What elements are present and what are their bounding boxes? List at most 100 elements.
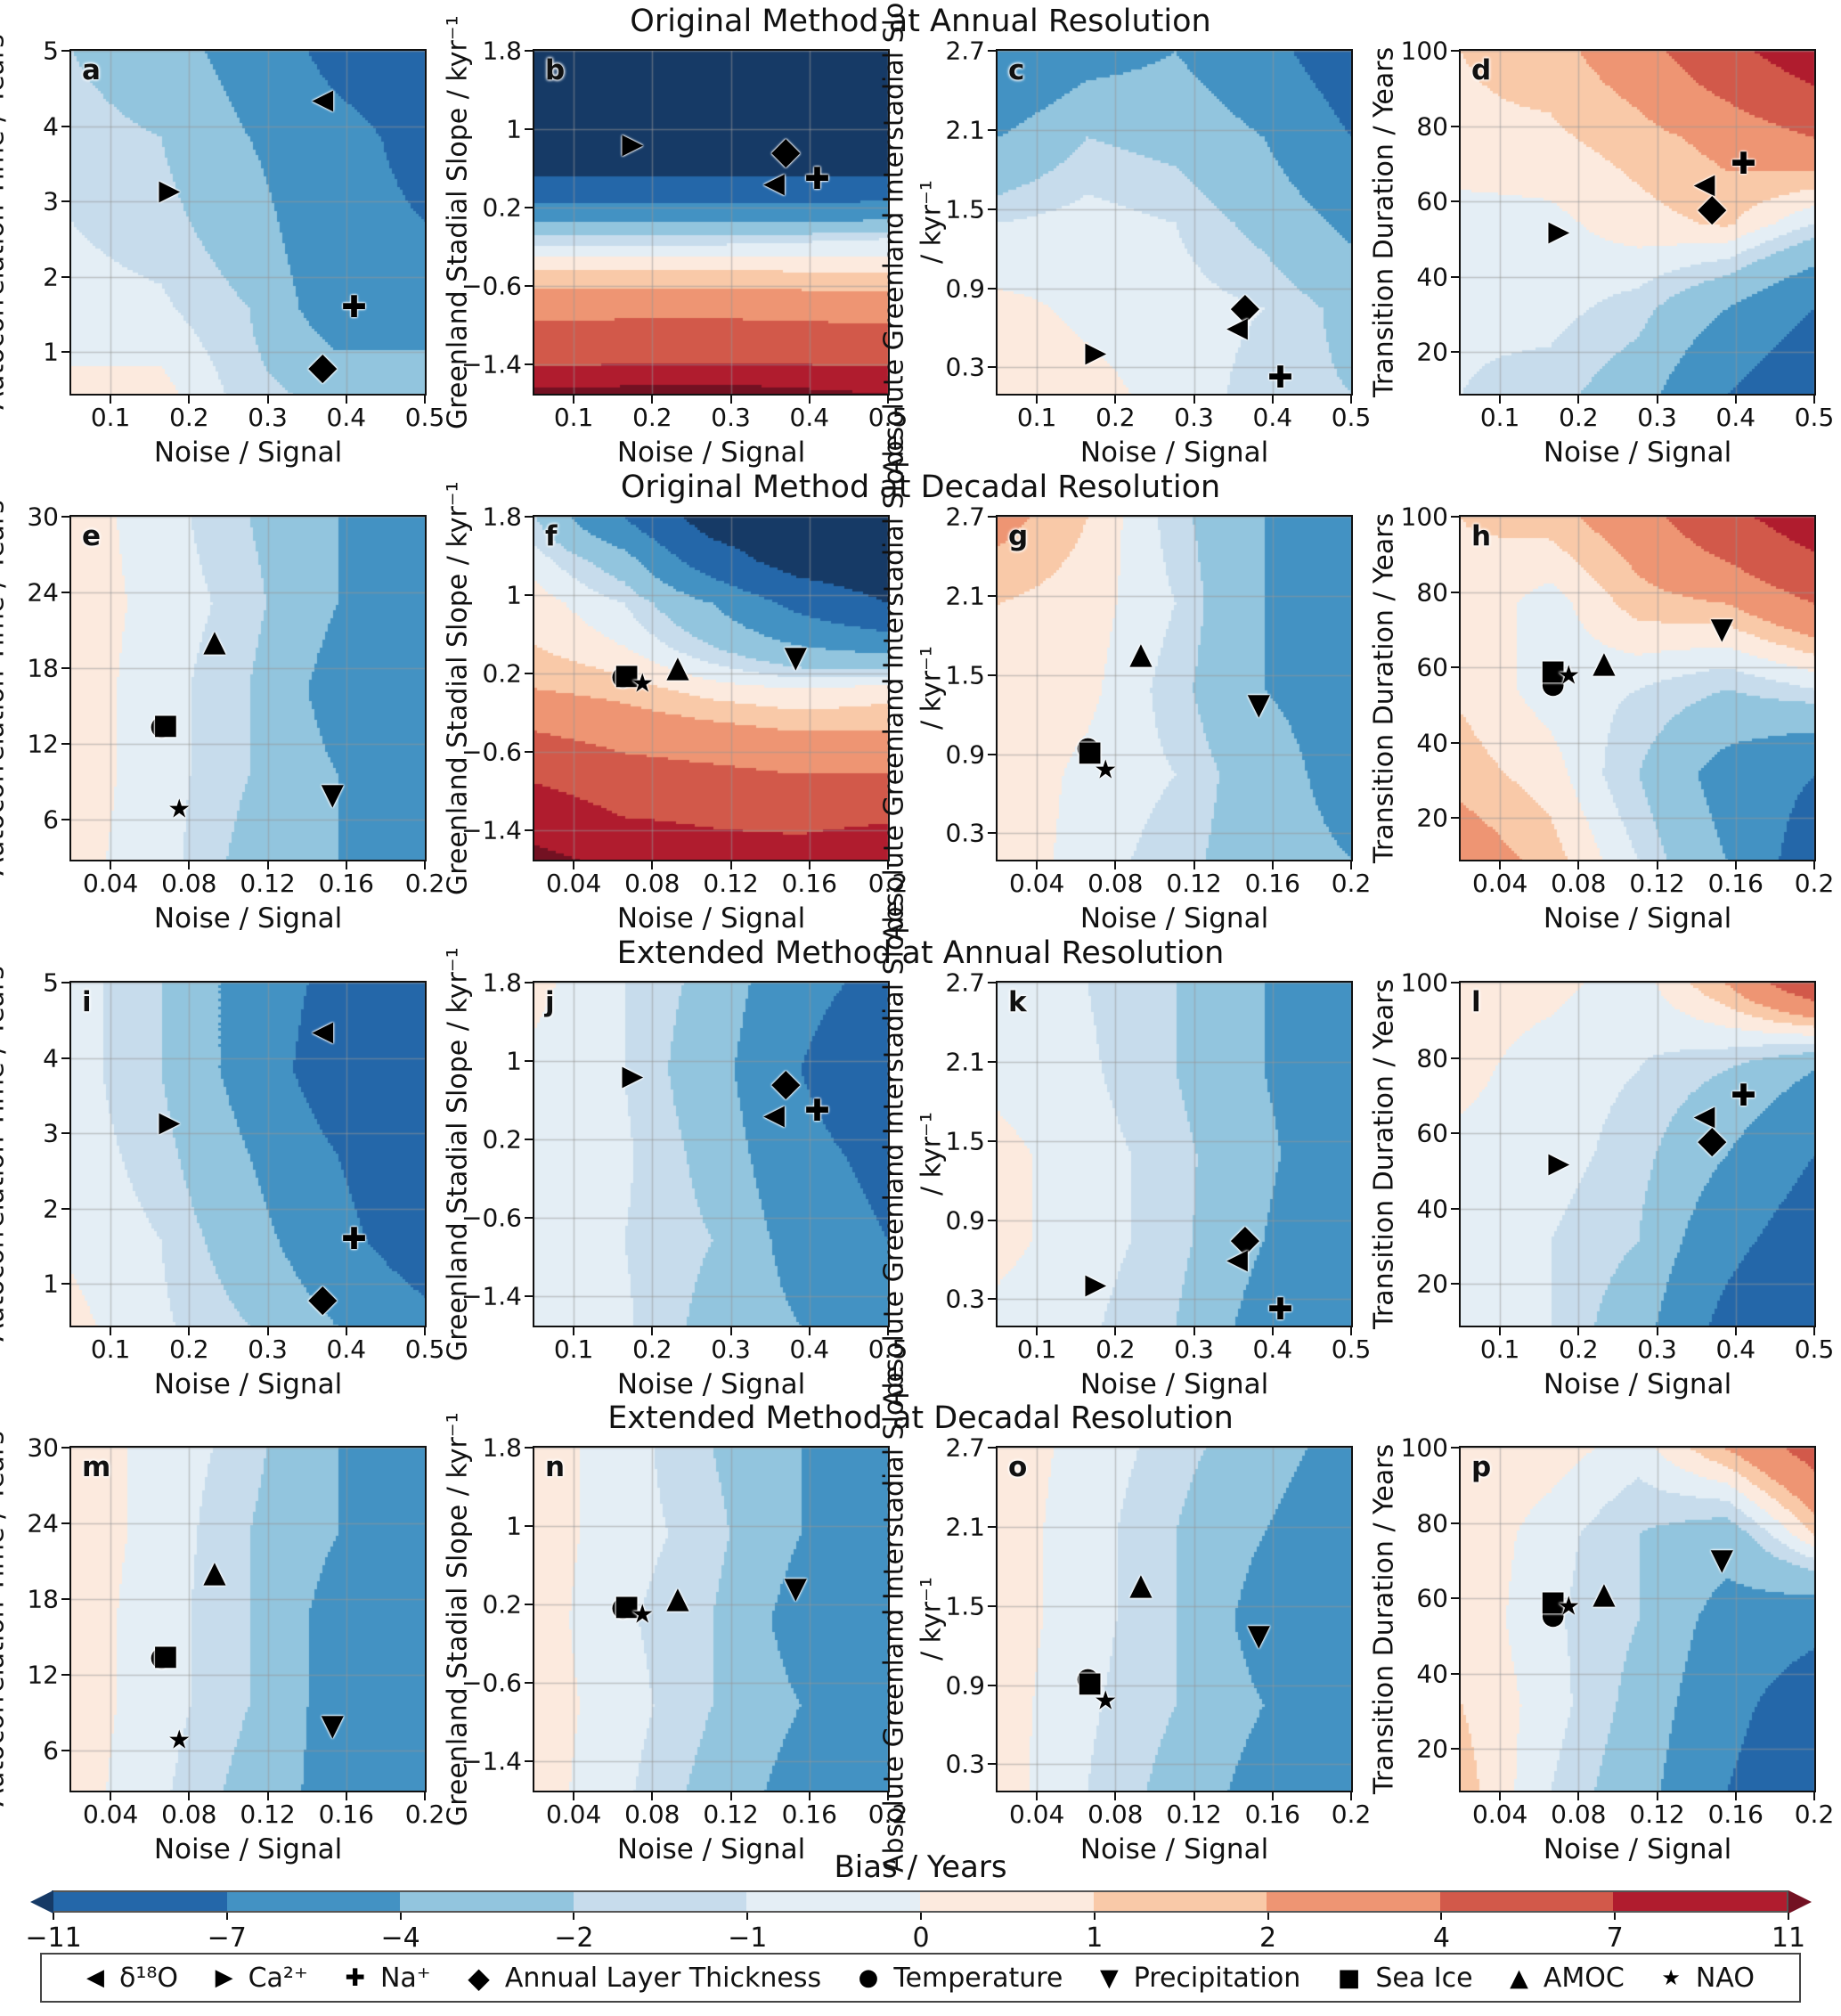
marker-nao: ★: [1557, 1590, 1581, 1621]
contour-field-h: [1461, 517, 1814, 860]
x-tick-label: 0.5: [404, 403, 445, 432]
x-tick-mark: [808, 1792, 811, 1800]
y-tick-label: 0.3: [945, 818, 985, 848]
x-axis-label: Noise / Signal: [1079, 902, 1269, 935]
y-axis-label: Greenland Stadial Slope / kyr⁻¹: [442, 15, 474, 429]
legend-item-label: δ¹⁸O: [119, 1962, 179, 1994]
y-tick-label: 1.5: [945, 1126, 985, 1156]
marker-na: ✚: [341, 289, 367, 325]
y-tick-label: 2: [43, 1194, 59, 1224]
colorbar-tick-label: 2: [1259, 1922, 1277, 1954]
y-tick-label: 1: [506, 580, 522, 610]
y-axis-label-line1: Absolute Greenland Interstadial Slope: [878, 1366, 910, 1873]
sea-ice-marker-icon: ■: [1337, 1963, 1361, 1992]
colorbar-bar: [52, 1890, 1788, 1913]
x-tick-label: 0.2: [1794, 1800, 1835, 1829]
y-tick-label: 0.2: [482, 1589, 522, 1620]
x-tick-mark: [345, 1327, 347, 1335]
legend-item-label: Annual Layer Thickness: [504, 1962, 822, 1994]
y-tick-label: 18: [27, 1584, 59, 1614]
panel-letter-j: j: [545, 986, 555, 1018]
y-tick-mark: [1451, 1597, 1459, 1600]
marker-precipitation: ▼: [1247, 686, 1271, 722]
x-tick-mark: [729, 396, 732, 404]
y-tick-mark: [988, 366, 996, 369]
y-tick-mark: [61, 275, 69, 278]
x-tick-mark: [266, 861, 269, 869]
y-tick-label: 100: [1400, 967, 1448, 998]
y-axis-label-line1: Absolute Greenland Interstadial Slope: [878, 901, 910, 1408]
x-tick-label: 0.08: [1551, 1800, 1607, 1829]
x-tick-label: 0.2: [1096, 1334, 1136, 1364]
y-tick-mark: [61, 818, 69, 820]
y-tick-label: 0.2: [482, 1124, 522, 1155]
colorbar-tick-label: 0: [912, 1922, 930, 1954]
x-tick-mark: [887, 396, 889, 404]
panel-k: k ◆ ◀ ▶ ✚ 0.1 0.2 0.3 0.4 0.5 2.7 2.1 1.5 0.9 0.3 Noise…: [879, 901, 1372, 1408]
legend-item-temperature: ● Temperature: [859, 1963, 1063, 1994]
y-tick-label: 2.1: [945, 1512, 985, 1542]
marker-precipitation: ▼: [321, 776, 345, 812]
marker-sea-ice: ■: [1077, 1666, 1104, 1699]
colorbar-tick-mark: [225, 1913, 228, 1920]
y-axis-label-line2: / kyr⁻¹: [916, 1577, 948, 1661]
y-tick-mark: [1451, 666, 1459, 669]
y-tick-label: 3: [43, 186, 59, 216]
y-tick-label: −1.4: [461, 815, 522, 845]
x-axis-label: Noise / Signal: [153, 902, 343, 935]
marker-sea-ice: ■: [614, 658, 640, 691]
precipitation-marker-icon: ▼: [1099, 1963, 1119, 1992]
x-tick-mark: [1271, 861, 1274, 869]
x-tick-label: 0.12: [1629, 869, 1685, 898]
y-tick-label: 60: [1416, 1118, 1448, 1148]
colorbar-tick-mark: [573, 1913, 575, 1920]
x-tick-label: 0.16: [781, 1800, 837, 1829]
y-tick-label: 0.2: [482, 192, 522, 223]
marker-d18o: ◀: [312, 83, 334, 116]
y-tick-mark: [988, 1684, 996, 1686]
y-tick-mark: [525, 1060, 533, 1062]
panel-j: j ▶ ◆ ◀ ✚ 0.1 0.2 0.3 0.4 0.5 1.8 1 0.2 −0.6 −1.4 Noise…: [443, 947, 908, 1400]
contour-field-g: [998, 517, 1351, 860]
y-tick-label: 6: [43, 804, 59, 835]
marker-annual-layer-thickness: ◆: [308, 343, 338, 388]
marker-na: ✚: [1731, 145, 1756, 182]
colorbar-segment-3: [573, 1892, 747, 1911]
x-tick-mark: [424, 396, 426, 404]
marker-sea-ice: ■: [614, 1589, 640, 1622]
panel-c: c ◆ ◀ ▶ ✚ 0.1 0.2 0.3 0.4 0.5 2.7 2.1 1.5 0.9 0.3 Noise…: [879, 0, 1372, 476]
x-tick-label: 0.4: [326, 1334, 367, 1364]
x-tick-mark: [1271, 396, 1274, 404]
y-tick-label: 100: [1400, 36, 1448, 66]
x-tick-label: 0.08: [161, 869, 217, 898]
x-tick-mark: [1193, 1327, 1195, 1335]
y-tick-label: 60: [1416, 1583, 1448, 1613]
panel-letter-o: o: [1008, 1451, 1028, 1483]
y-tick-label: 1.5: [945, 194, 985, 224]
y-tick-mark: [988, 287, 996, 290]
marker-nao: ★: [1557, 659, 1581, 690]
panel-p: p ● ■ ★ ▲ ▼ 0.04 0.08 0.12 0.16 0.2 20 40 60 80 100 Nois…: [1369, 1433, 1835, 1866]
y-tick-mark: [1451, 1132, 1459, 1135]
marker-annual-layer-thickness: ◆: [308, 1275, 338, 1319]
x-tick-mark: [1499, 396, 1502, 404]
x-tick-label: 0.12: [1629, 1800, 1685, 1829]
marker-amoc: ▲: [203, 1554, 226, 1589]
y-tick-mark: [525, 1604, 533, 1605]
colorbar-segment-0: [53, 1892, 227, 1911]
y-tick-mark: [61, 125, 69, 127]
y-tick-label: 5: [43, 967, 59, 998]
marker-na: ✚: [341, 1220, 367, 1257]
y-tick-mark: [1451, 50, 1459, 52]
marker-na: ✚: [1731, 1077, 1756, 1114]
x-tick-label: 0.1: [553, 1334, 594, 1364]
y-tick-label: 100: [1400, 1432, 1448, 1463]
y-tick-mark: [988, 1298, 996, 1301]
x-tick-label: 0.16: [1244, 1800, 1300, 1829]
y-tick-mark: [1451, 351, 1459, 354]
marker-amoc: ▲: [666, 1579, 689, 1615]
marker-sea-ice: ■: [152, 1639, 179, 1672]
y-tick-mark: [525, 1525, 533, 1527]
y-tick-mark: [988, 208, 996, 210]
x-tick-mark: [887, 1327, 889, 1335]
